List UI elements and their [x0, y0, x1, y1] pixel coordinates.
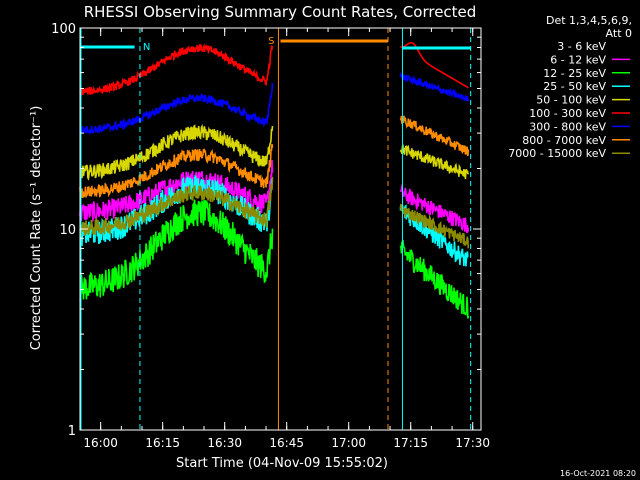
legend-header: Det 1,3,4,5,6,9, — [546, 14, 632, 27]
legend-entry-label: 300 - 800 keV — [529, 120, 606, 133]
chart-title: RHESSI Observing Summary Count Rates, Co… — [84, 3, 477, 21]
series-line-post — [399, 239, 470, 319]
series-line-pre — [79, 143, 274, 201]
legend-entry-label: 25 - 50 keV — [543, 80, 606, 93]
series-line-pre — [79, 199, 274, 301]
x-axis-label: Start Time (04-Nov-09 15:55:02) — [176, 456, 388, 471]
legend-entry-label: 6 - 12 keV — [550, 53, 606, 66]
series-line-pre — [79, 43, 274, 96]
series-line-post — [399, 71, 470, 102]
night-label: N — [143, 42, 150, 53]
legend-entry-label: 800 - 7000 keV — [522, 134, 606, 147]
series-line-post — [399, 144, 470, 180]
series-line-post — [400, 42, 469, 89]
series-line-pre — [79, 176, 274, 237]
x-tick-label: 17:15 — [393, 436, 428, 450]
series-line-post — [399, 183, 470, 234]
axes-layer: 16:00 16:15 16:30 16:45 17:00 17:15 17:30 1 10 10… — [51, 22, 490, 450]
legend-entry-label: 100 - 300 keV — [529, 107, 606, 120]
x-tick-label: 16:15 — [145, 436, 180, 450]
y-tick-label: 10 — [59, 223, 76, 238]
legend-header: Att 0 — [606, 27, 632, 40]
x-tick-label: 17:30 — [455, 436, 490, 450]
y-axis-label: Corrected Count Rate (s⁻¹ detector⁻¹) — [29, 106, 44, 351]
series-line-pre — [79, 159, 274, 222]
legend-entry-label: 3 - 6 keV — [557, 40, 606, 53]
series-line-post — [399, 203, 470, 249]
x-tick-label: 16:45 — [269, 436, 304, 450]
y-tick-label: 100 — [51, 22, 76, 37]
data-layer — [79, 42, 470, 319]
x-tick-label: 17:00 — [331, 436, 366, 450]
series-line-post — [399, 115, 470, 157]
x-tick-label: 16:30 — [207, 436, 242, 450]
series-line-pre — [79, 123, 274, 181]
x-tick-label: 16:00 — [83, 436, 118, 450]
y-tick-label: 1 — [68, 424, 76, 439]
legend-entry-label: 7000 - 15000 keV — [508, 147, 606, 160]
footer-timestamp: 16-Oct-2021 08:20 — [560, 469, 636, 478]
series-line-pre — [79, 83, 274, 136]
legend-entry-label: 50 - 100 keV — [536, 94, 606, 107]
legend-entry-label: 12 - 25 keV — [543, 67, 606, 80]
saa-label: S — [268, 36, 274, 47]
